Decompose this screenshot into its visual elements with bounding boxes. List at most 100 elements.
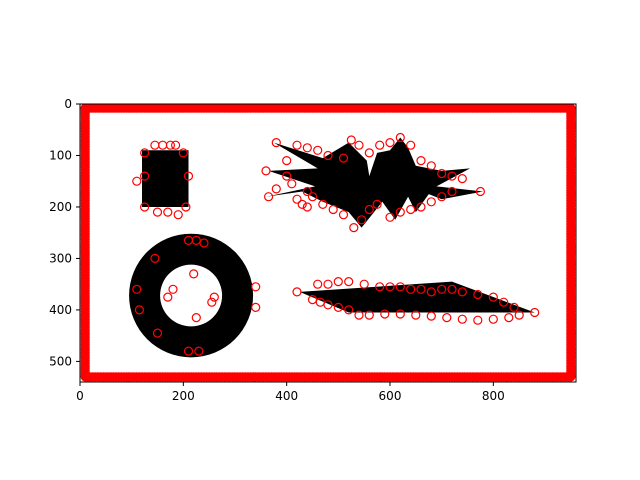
marker-star (271, 184, 281, 194)
marker-quad (488, 292, 498, 302)
marker-square (163, 207, 173, 217)
marker-star (357, 215, 367, 225)
marker-star (406, 204, 416, 215)
marker-star (264, 192, 274, 202)
shape-quad (299, 281, 535, 313)
marker-quad (488, 314, 498, 324)
marker-quad (323, 279, 333, 289)
plot-frame (79, 103, 577, 383)
marker-quad (313, 279, 323, 289)
marker-star (346, 135, 356, 145)
marker-ring (183, 346, 194, 356)
marker-square (183, 171, 194, 181)
marker-square (165, 140, 175, 150)
marker-ring (168, 284, 178, 294)
marker-quad (364, 310, 374, 320)
marker-quad (411, 310, 421, 320)
y-tick-label: 0 (64, 97, 72, 111)
marker-quad (292, 287, 302, 297)
marker-star (447, 186, 457, 197)
marker-star (338, 153, 349, 163)
marker-quad (447, 284, 457, 294)
marker-star (302, 202, 312, 212)
y-tick-label: 500 (49, 354, 72, 368)
marker-star (372, 199, 382, 209)
y-axis: 0 100 200 300 400 500 (49, 97, 80, 368)
marker-star (364, 148, 374, 158)
marker-star (426, 161, 436, 171)
marker-star (282, 156, 292, 166)
marker-quad (323, 300, 333, 310)
x-tick-label: 0 (76, 389, 84, 403)
marker-quad (359, 279, 369, 289)
marker-quad (426, 287, 436, 297)
marker-star (385, 138, 395, 148)
marker-star (395, 207, 405, 217)
marker-star (447, 171, 457, 181)
marker-quad (426, 311, 436, 321)
y-tick-label: 300 (49, 251, 72, 265)
marker-star (349, 223, 359, 233)
marker-quad (307, 295, 318, 305)
marker-ring (132, 284, 142, 294)
marker-star (292, 194, 302, 204)
marker-star (292, 140, 302, 150)
marker-quad (333, 277, 343, 287)
marker-quad (406, 284, 416, 294)
marker-quad (514, 310, 524, 320)
shape-square (142, 150, 189, 207)
marker-quad (385, 282, 395, 292)
marker-star (302, 143, 312, 153)
marker-ring (199, 238, 209, 248)
marker-square (132, 176, 142, 186)
marker-quad (344, 277, 354, 287)
marker-star (354, 140, 364, 150)
marker-star (416, 202, 426, 212)
y-tick-label: 100 (49, 148, 72, 162)
marker-square (152, 207, 163, 217)
x-axis: 0 200 400 600 800 (76, 382, 505, 403)
marker-quad (473, 315, 483, 325)
marker-quad (416, 284, 426, 294)
marker-star (395, 132, 405, 143)
marker-quad (499, 297, 509, 307)
marker-quad (354, 310, 364, 320)
marker-star (323, 150, 333, 161)
marker-star (307, 192, 318, 202)
marker-star (287, 179, 297, 189)
marker-quad (395, 309, 405, 319)
marker-star (364, 204, 374, 215)
marker-quad (442, 313, 452, 323)
marker-square (181, 202, 191, 212)
marker-square (140, 202, 150, 212)
x-tick-label: 600 (379, 389, 402, 403)
marker-star (426, 197, 436, 207)
marker-quad (437, 284, 447, 294)
marker-ring (152, 328, 163, 338)
marker-ring (191, 313, 201, 323)
x-tick-label: 400 (275, 389, 298, 403)
marker-ring (209, 292, 219, 302)
marker-quad (375, 282, 385, 292)
marker-quad (380, 309, 390, 319)
marker-square (178, 148, 188, 158)
marker-border (566, 371, 576, 381)
marker-star (385, 212, 395, 222)
marker-border (80, 371, 90, 381)
plot-area (80, 103, 576, 382)
marker-square (140, 148, 150, 158)
shape-ring (129, 233, 254, 358)
shape-star (266, 137, 483, 228)
marker-square (171, 140, 181, 150)
marker-square (140, 171, 150, 181)
x-tick-label: 200 (172, 389, 195, 403)
marker-star (457, 174, 467, 184)
marker-star (297, 199, 307, 209)
y-tick-label: 400 (49, 303, 72, 317)
marker-star (475, 186, 485, 197)
marker-ring (194, 346, 204, 356)
marker-quad (395, 282, 405, 292)
marker-star (318, 199, 328, 209)
